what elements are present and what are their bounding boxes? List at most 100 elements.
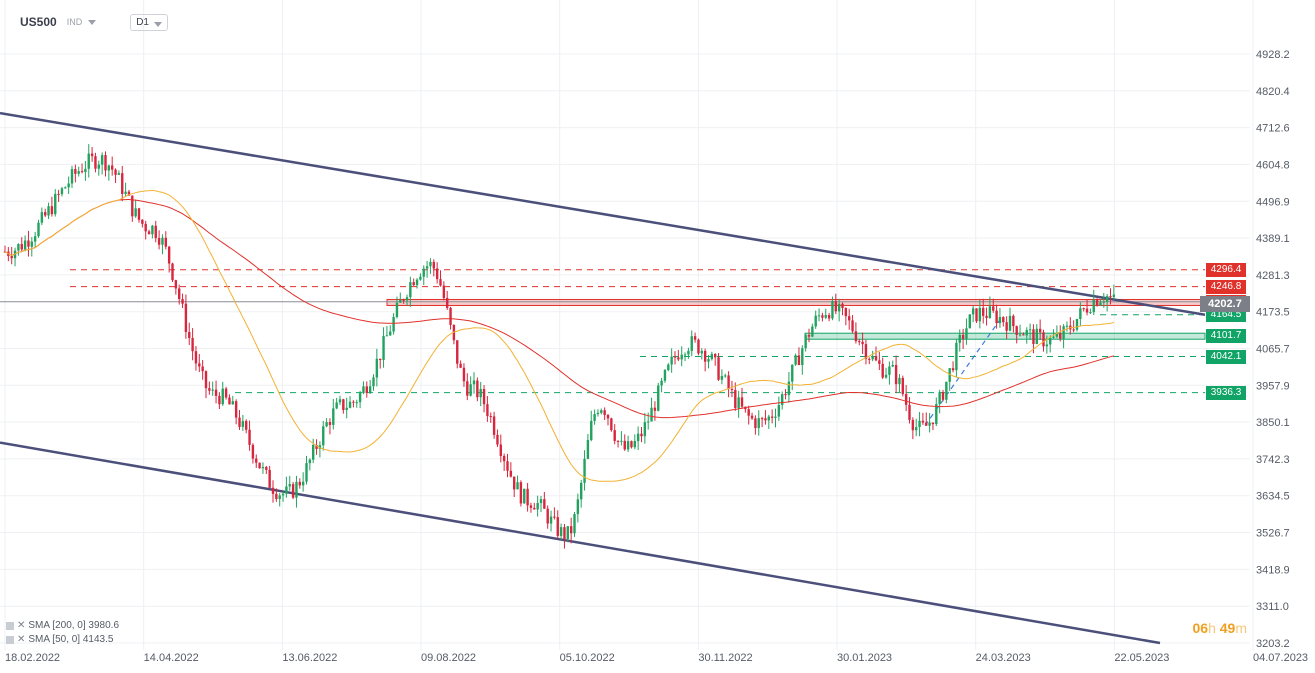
candle-body xyxy=(365,386,368,393)
candle-body xyxy=(992,306,995,311)
candle-body xyxy=(516,482,519,490)
candle-body xyxy=(529,505,533,508)
candle-body xyxy=(231,401,234,405)
channel-lower-line xyxy=(0,441,1161,645)
candle-body xyxy=(94,156,97,169)
candle-body xyxy=(995,310,998,324)
candle-body xyxy=(154,225,157,239)
legend-sma200[interactable]: ✕ SMA [200, 0] 3980.6 xyxy=(6,620,119,631)
candle-body xyxy=(74,169,77,174)
candle-body xyxy=(559,527,563,536)
candle-body xyxy=(174,280,178,289)
candle-body xyxy=(352,401,355,403)
y-tick-label: 4065.7 xyxy=(1256,344,1290,356)
candle-body xyxy=(586,440,590,459)
candle-body xyxy=(100,155,104,165)
candle-body xyxy=(425,266,429,269)
candle-body xyxy=(1018,334,1022,336)
candle-body xyxy=(891,365,894,367)
symbol-name[interactable]: US500 xyxy=(20,15,57,29)
y-tick-label: 3634.5 xyxy=(1256,491,1290,503)
candle-body xyxy=(466,381,469,396)
candle-body xyxy=(878,360,881,364)
candle-body xyxy=(87,153,90,169)
candle-body xyxy=(717,357,720,380)
candle-body xyxy=(67,183,70,188)
candle-body xyxy=(553,516,556,518)
candle-body xyxy=(268,469,271,488)
candle-body xyxy=(178,288,181,300)
candle-body xyxy=(801,348,804,365)
candle-body xyxy=(459,363,462,368)
x-tick-label: 05.10.2022 xyxy=(560,652,615,664)
candle-body xyxy=(844,308,848,317)
candle-body xyxy=(382,335,385,360)
candle-body xyxy=(315,444,318,449)
candle-body xyxy=(1042,332,1045,347)
candle-body xyxy=(881,363,884,378)
candle-body xyxy=(137,208,141,220)
candle-body xyxy=(107,165,111,171)
candle-body xyxy=(523,488,526,504)
candle-body xyxy=(17,244,20,251)
candle-body xyxy=(834,301,837,312)
candle-body xyxy=(482,388,486,405)
candle-body xyxy=(650,407,653,422)
x-tick-label: 24.03.2023 xyxy=(976,652,1031,664)
close-icon[interactable]: ✕ xyxy=(17,620,26,631)
candle-body xyxy=(533,507,536,510)
candle-body xyxy=(84,168,87,173)
candle-body xyxy=(124,191,127,194)
candle-body xyxy=(697,339,700,354)
timeframe-select[interactable]: D1 xyxy=(130,13,168,31)
candle-body xyxy=(1035,328,1038,345)
candle-body xyxy=(526,488,529,506)
candle-body xyxy=(1025,330,1028,336)
candle-body xyxy=(961,334,965,339)
candle-body xyxy=(486,404,489,417)
y-tick-label: 3742.3 xyxy=(1256,454,1290,466)
close-icon[interactable]: ✕ xyxy=(17,634,26,645)
y-tick-label: 4281.3 xyxy=(1256,270,1290,282)
candle-body xyxy=(499,444,502,457)
candle-body xyxy=(288,484,291,487)
candle-body xyxy=(301,481,305,486)
candle-body xyxy=(439,279,442,286)
candle-body xyxy=(27,240,30,247)
candle-body xyxy=(714,354,717,358)
candle-body xyxy=(794,355,797,365)
candle-body xyxy=(446,298,449,308)
candle-body xyxy=(432,261,435,269)
y-tick-label: 4173.5 xyxy=(1256,307,1290,319)
candle-body xyxy=(30,241,33,247)
candle-body xyxy=(687,350,690,355)
candle-body xyxy=(44,212,47,216)
candle-body xyxy=(636,433,640,442)
symbol-dropdown-icon[interactable] xyxy=(88,19,97,25)
channel-upper-line xyxy=(0,111,1206,316)
candle-body xyxy=(750,415,754,419)
candle-body xyxy=(871,356,874,360)
candle-body xyxy=(730,389,734,391)
candle-body xyxy=(707,359,710,362)
candle-body xyxy=(657,385,660,411)
candle-body xyxy=(764,418,767,421)
candle-body xyxy=(841,303,844,309)
candle-body xyxy=(10,255,13,259)
y-tick-label: 3957.9 xyxy=(1256,380,1290,392)
candle-body xyxy=(861,341,864,345)
candle-body xyxy=(727,375,730,390)
candle-body xyxy=(921,420,925,423)
candle-body xyxy=(171,263,174,281)
candle-body xyxy=(255,458,258,463)
candle-body xyxy=(338,399,342,403)
candle-body xyxy=(345,407,348,411)
legend-sma50[interactable]: ✕ SMA [50, 0] 4143.5 xyxy=(6,634,113,645)
candle-body xyxy=(747,409,750,416)
candle-body xyxy=(328,422,332,425)
candle-body xyxy=(479,388,482,398)
candle-body xyxy=(502,456,506,462)
candle-body xyxy=(817,315,821,317)
candle-body xyxy=(693,336,697,340)
